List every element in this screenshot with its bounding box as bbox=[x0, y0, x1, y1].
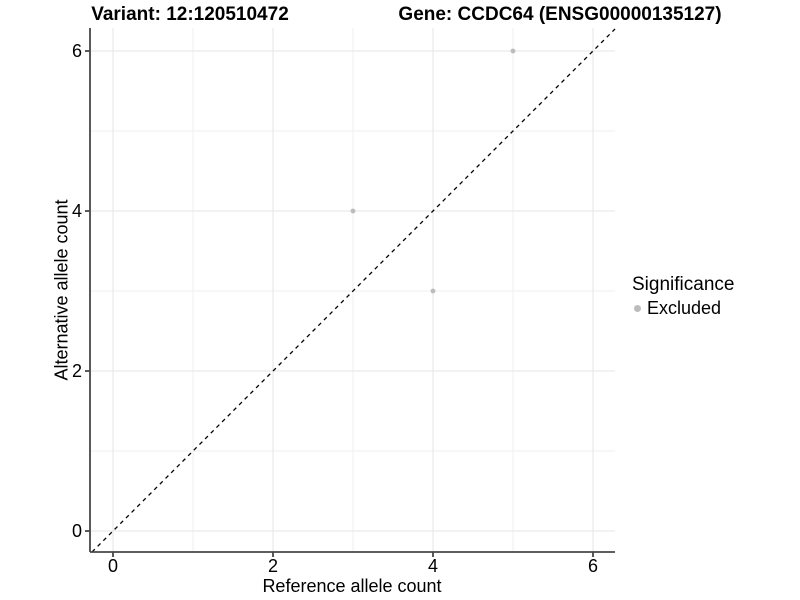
y-tick-label: 4 bbox=[72, 201, 82, 221]
data-point bbox=[510, 48, 516, 54]
y-axis-title: Alternative allele count bbox=[51, 199, 72, 381]
x-tick-label: 4 bbox=[428, 556, 438, 576]
x-axis-title: Reference allele count bbox=[262, 576, 442, 596]
legend-entry-label: Excluded bbox=[647, 298, 722, 318]
legend-entry: Excluded bbox=[634, 298, 734, 319]
legend: Significance Excluded bbox=[632, 274, 734, 319]
y-tick-label: 0 bbox=[72, 521, 82, 541]
legend-point-icon bbox=[634, 305, 641, 312]
data-point bbox=[350, 208, 356, 214]
gene-title: Gene: CCDC64 (ENSG00000135127) bbox=[398, 4, 722, 25]
legend-title: Significance bbox=[632, 274, 735, 295]
data-point bbox=[430, 288, 436, 294]
x-tick-label: 6 bbox=[588, 556, 598, 576]
y-tick-label: 6 bbox=[72, 41, 82, 61]
x-tick-label: 0 bbox=[108, 556, 118, 576]
identity-reference-line bbox=[91, 28, 616, 553]
x-tick-label: 2 bbox=[268, 556, 278, 576]
y-tick-label: 2 bbox=[72, 361, 82, 381]
variant-title: Variant: 12:120510472 bbox=[91, 4, 289, 25]
